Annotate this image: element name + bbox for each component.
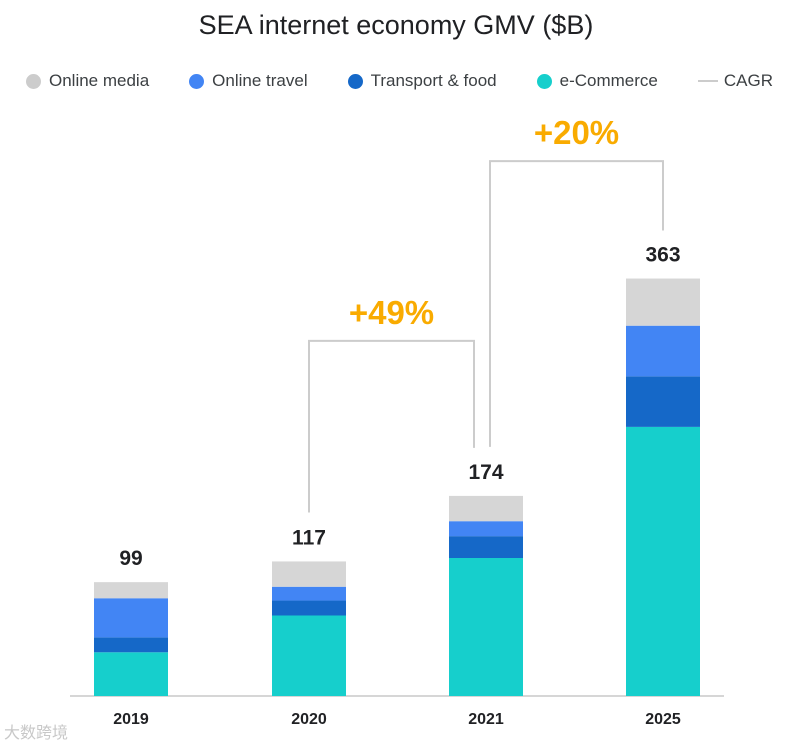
bar-segment-e-commerce-2025 (626, 426, 700, 696)
bar-segment-online-media-2020 (272, 561, 346, 587)
legend-transport-food: Transport & food (347, 71, 497, 91)
legend-ecommerce: e-Commerce (536, 71, 658, 91)
chart-title: SEA internet economy GMV ($B) (198, 10, 594, 40)
bar-segment-transport-food-2021 (449, 536, 523, 558)
legend-label: e-Commerce (559, 71, 658, 90)
bar-segment-e-commerce-2021 (449, 558, 523, 696)
legend-cagr: CAGR (697, 71, 773, 91)
legend-label: Online travel (212, 71, 308, 90)
watermark: 大数跨境 (4, 723, 69, 742)
legend-label: Online media (49, 71, 150, 90)
bar-segment-online-media-2021 (449, 495, 523, 522)
bar-segment-e-commerce-2020 (272, 615, 346, 696)
bar-total-label: 99 (119, 547, 142, 570)
cagr-label: +20% (534, 114, 619, 151)
bar-total-label: 174 (468, 461, 503, 484)
bar-segment-transport-food-2019 (94, 637, 168, 653)
bar-segment-online-media-2019 (94, 582, 168, 599)
chart-legend: Online media Online travel Transport & f… (26, 70, 773, 92)
cagr-bracket (308, 339, 475, 513)
legend-swatch (697, 80, 718, 82)
cagr-bracket (489, 160, 664, 447)
legend-online-travel: Online travel (189, 71, 308, 91)
cagr-label: +49% (349, 294, 434, 331)
legend-swatch (189, 73, 205, 89)
x-tick-label: 2019 (113, 711, 149, 728)
x-tick-label: 2021 (468, 711, 504, 728)
legend-label: Transport & food (370, 71, 497, 90)
legend-swatch (536, 73, 552, 89)
bar-total-label: 363 (645, 244, 680, 267)
bar-total-label: 117 (292, 526, 326, 549)
legend-online-media: Online media (26, 71, 149, 91)
bar-segment-e-commerce-2019 (94, 652, 168, 696)
bar-segment-online-travel-2025 (626, 325, 700, 377)
bar-segment-online-travel-2019 (94, 598, 168, 638)
x-tick-label: 2025 (645, 711, 681, 728)
bar-segment-online-travel-2021 (449, 521, 523, 537)
legend-swatch (347, 73, 363, 89)
legend-swatch (26, 73, 41, 89)
bar-segment-online-travel-2020 (272, 586, 346, 601)
bar-segment-transport-food-2025 (626, 376, 700, 427)
legend-label: CAGR (723, 71, 773, 90)
bar-segment-transport-food-2020 (272, 600, 346, 616)
x-tick-label: 2020 (291, 711, 327, 728)
bar-segment-online-media-2025 (626, 278, 700, 326)
